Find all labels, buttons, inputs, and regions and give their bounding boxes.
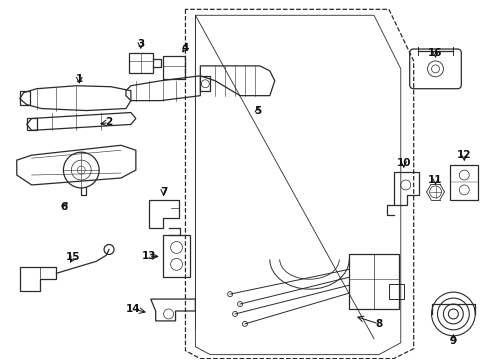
Text: 9: 9 (449, 336, 456, 346)
Text: 15: 15 (66, 252, 81, 262)
Text: 5: 5 (254, 105, 261, 116)
Text: 1: 1 (76, 74, 83, 84)
Text: 13: 13 (141, 251, 156, 261)
Text: 7: 7 (160, 187, 167, 197)
Text: 12: 12 (456, 150, 470, 160)
Text: 14: 14 (125, 304, 140, 314)
Text: 2: 2 (105, 117, 112, 127)
Text: 11: 11 (427, 175, 442, 185)
Text: 10: 10 (396, 158, 410, 168)
Text: 3: 3 (137, 39, 144, 49)
Text: 8: 8 (375, 319, 382, 329)
Text: 4: 4 (182, 43, 189, 53)
Text: 6: 6 (61, 202, 68, 212)
Text: 16: 16 (427, 48, 442, 58)
